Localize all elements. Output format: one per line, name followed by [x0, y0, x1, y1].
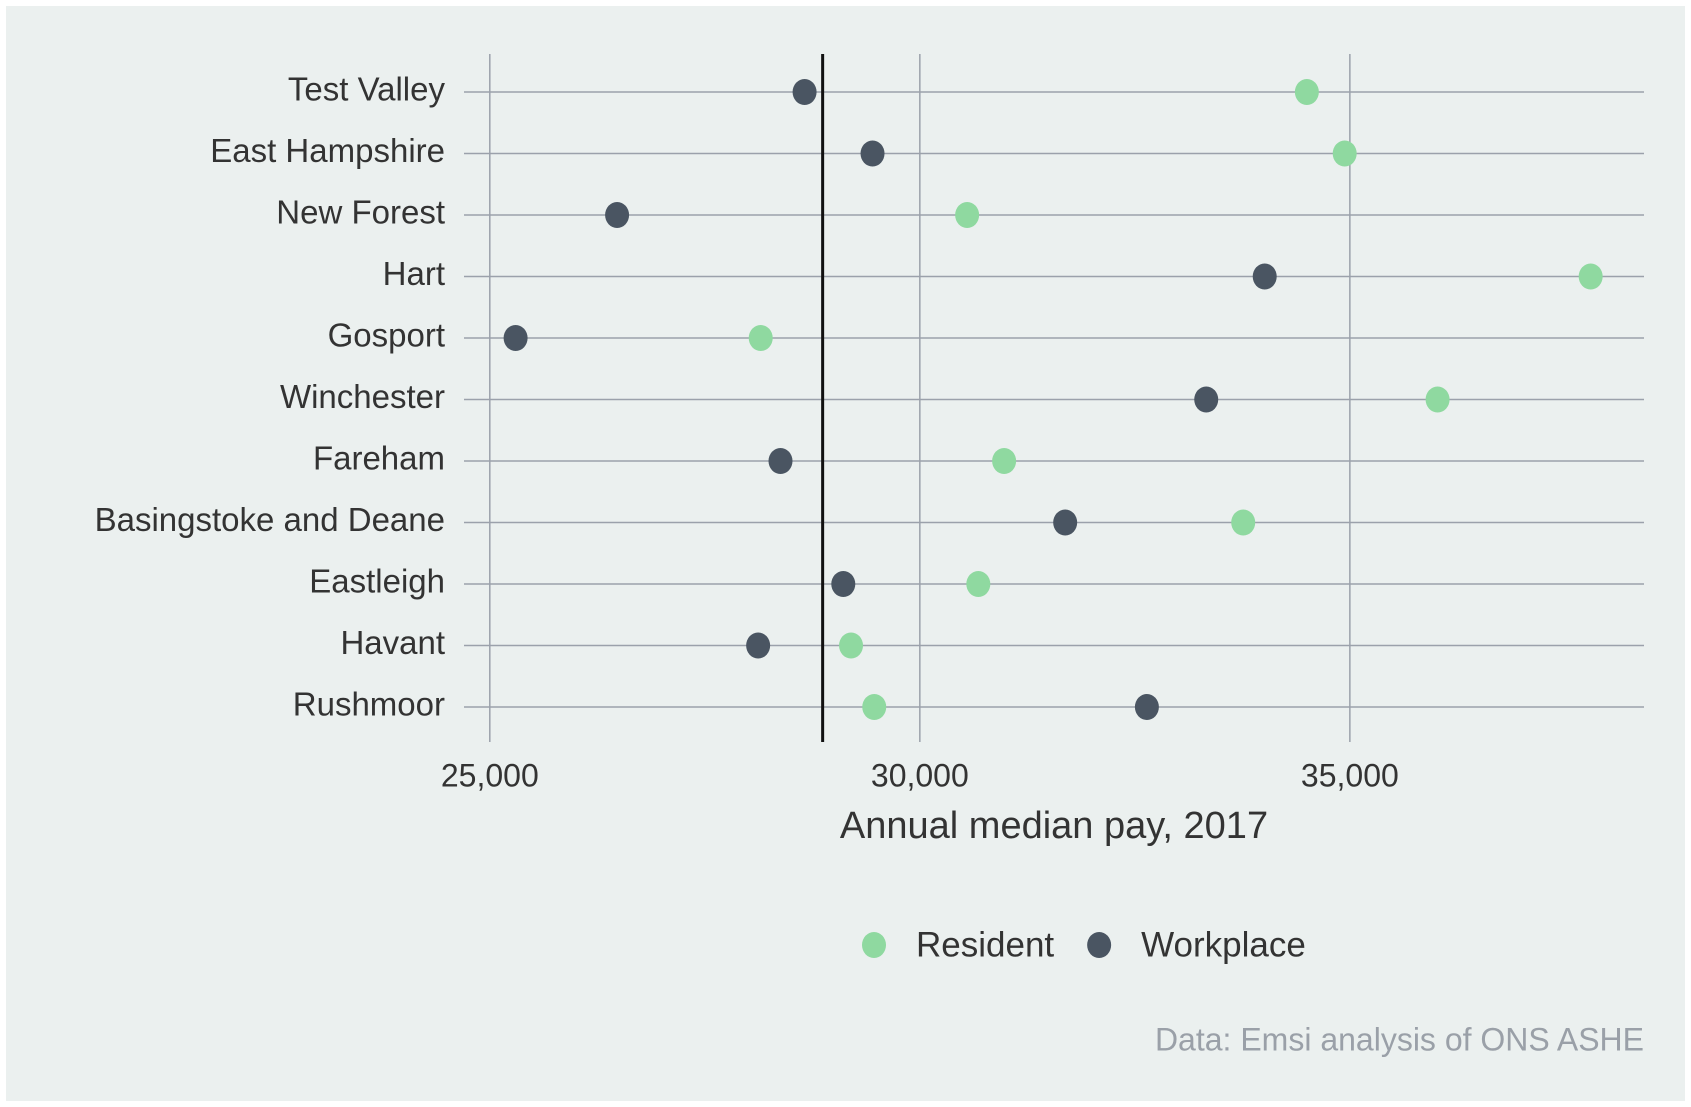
- dot: [831, 571, 856, 597]
- dot: [992, 448, 1017, 474]
- dot: [1053, 509, 1078, 536]
- x-tick-label: 25,000: [441, 757, 539, 793]
- source-note: Data: Emsi analysis of ONS ASHE: [1155, 1021, 1644, 1057]
- legend-swatch: [862, 932, 886, 958]
- dot: [862, 694, 887, 720]
- y-tick-label: East Hampshire: [210, 132, 445, 169]
- dot: [1194, 386, 1219, 413]
- y-tick-label: Test Valley: [288, 71, 446, 108]
- y-tick-label: Rushmoor: [293, 686, 445, 723]
- legend-label: Workplace: [1141, 925, 1306, 964]
- dot: [1294, 79, 1319, 105]
- dot: [1578, 263, 1603, 290]
- background: [6, 6, 1685, 1101]
- dot: [860, 140, 885, 167]
- y-tick-label: Eastleigh: [309, 563, 445, 600]
- dot: [1252, 263, 1277, 290]
- dot: [503, 325, 528, 351]
- legend-label: Resident: [916, 925, 1054, 964]
- dot: [1231, 509, 1256, 536]
- x-axis-title: Annual median pay, 2017: [840, 805, 1268, 847]
- y-tick-label: Hart: [383, 255, 445, 292]
- y-tick-label: Gosport: [328, 317, 445, 354]
- x-tick-label: 35,000: [1301, 757, 1399, 793]
- dot: [1332, 140, 1357, 167]
- dot: [605, 202, 630, 228]
- dot: [792, 79, 817, 105]
- dot: [746, 632, 771, 659]
- dot: [955, 202, 980, 228]
- dot: [748, 325, 773, 351]
- dot: [839, 632, 864, 659]
- dot: [1134, 694, 1159, 720]
- x-tick-label: 30,000: [871, 757, 969, 793]
- dot: [966, 571, 991, 597]
- dot: [1425, 386, 1450, 413]
- dot: [768, 448, 793, 474]
- legend-swatch: [1087, 932, 1112, 958]
- y-tick-label: New Forest: [276, 194, 445, 231]
- y-tick-label: Winchester: [280, 378, 445, 415]
- y-tick-label: Basingstoke and Deane: [95, 501, 445, 538]
- y-tick-label: Havant: [340, 624, 445, 661]
- y-tick-label: Fareham: [313, 440, 445, 477]
